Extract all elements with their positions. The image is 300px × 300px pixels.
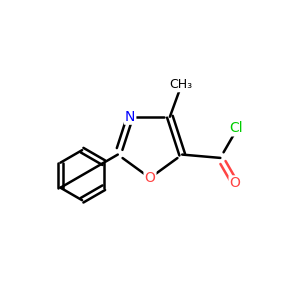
Text: N: N [125,110,135,124]
Text: O: O [230,176,241,190]
Text: O: O [145,171,155,185]
Text: CH₃: CH₃ [169,78,193,91]
Text: Cl: Cl [230,122,243,135]
